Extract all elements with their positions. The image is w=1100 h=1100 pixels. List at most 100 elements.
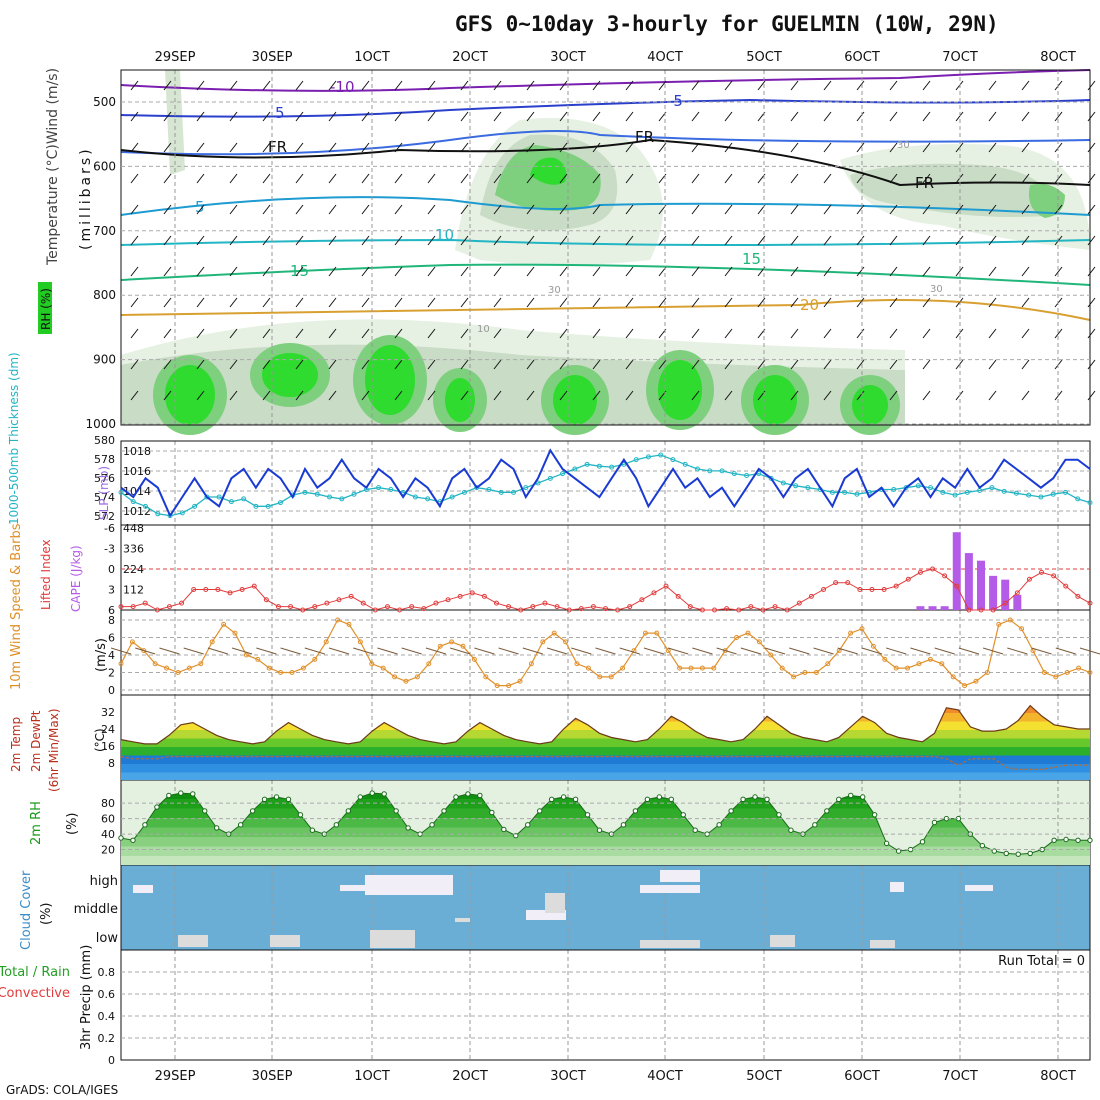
wind-barb	[262, 204, 271, 215]
rh-point	[776, 812, 782, 818]
wind-barb	[1054, 266, 1063, 277]
wind-barb	[526, 80, 535, 91]
wind-barb	[328, 266, 337, 277]
wind-barb	[1021, 297, 1030, 308]
wind-barb	[196, 235, 205, 246]
wind-barb	[889, 390, 898, 401]
wind-barb	[394, 111, 403, 122]
rh-point	[620, 822, 627, 828]
cape-bar	[1001, 579, 1010, 610]
rh-point	[237, 822, 244, 828]
lifted-point	[154, 607, 160, 613]
wind-barb	[1021, 266, 1030, 277]
unit-cloud: (%)	[39, 903, 54, 926]
ytick-upper-5: 1000	[85, 417, 116, 431]
lifted-point	[506, 604, 512, 610]
rh-core-6	[753, 375, 797, 425]
thickness-point	[596, 463, 602, 469]
lifted-point	[1075, 593, 1081, 599]
wind-barb	[262, 266, 271, 277]
wind-barb	[196, 204, 205, 215]
lifted-point	[433, 600, 439, 606]
wind-barb	[196, 142, 205, 153]
thickness-point	[1038, 494, 1044, 500]
wind-barb	[328, 173, 337, 184]
wind-speed-point	[563, 639, 569, 645]
wind-barb-10m	[668, 647, 689, 655]
wind-speed-point	[403, 678, 409, 684]
wind-barb	[1021, 142, 1030, 153]
wind-barb	[460, 390, 469, 401]
wind-barb	[790, 297, 799, 308]
lifted-point	[336, 597, 342, 603]
wind-speed-point	[688, 665, 694, 671]
wind-barb	[163, 111, 172, 122]
wind-barb-10m	[886, 647, 907, 655]
wind-barb	[691, 390, 700, 401]
rh-point	[154, 804, 160, 810]
ytick-li-2: 0	[108, 563, 115, 576]
cloud-bg	[121, 865, 1090, 950]
rh-point	[812, 822, 818, 828]
wind-speed-point	[221, 621, 227, 627]
wind-barb	[790, 235, 799, 246]
wind-speed-point	[266, 665, 272, 671]
thickness-point	[670, 457, 676, 463]
wind-speed-point	[825, 661, 831, 667]
wind-speed-point	[414, 674, 420, 680]
rh-point	[728, 808, 734, 814]
rh-point	[644, 796, 651, 803]
ylabel-upper: Temperature (°C)Wind (m/s)	[45, 68, 61, 266]
wind-speed-point	[232, 630, 238, 636]
lifted-point	[772, 604, 778, 610]
cloud-block-3	[640, 885, 700, 893]
lifted-point	[191, 587, 197, 592]
wind-barb	[526, 328, 535, 339]
rh-point	[1063, 836, 1069, 843]
wind-barb	[625, 80, 634, 91]
xtick-bottom-7: 6OCT	[844, 1069, 880, 1084]
wind-barb	[823, 204, 832, 215]
wind-barb	[889, 204, 898, 215]
rh-point	[441, 808, 447, 814]
rh-point	[883, 840, 890, 847]
rh-point	[429, 822, 435, 828]
thickness-point	[744, 473, 750, 479]
rh-point	[465, 791, 471, 797]
wind-speed-point	[357, 639, 363, 645]
wind-barb	[658, 297, 667, 308]
wind-barb	[889, 80, 898, 91]
rh-core-0	[165, 365, 215, 425]
wind-speed-point	[1087, 670, 1093, 675]
ytick-cape-2: 224	[123, 563, 144, 576]
thickness-point	[204, 494, 210, 500]
wind-barb	[988, 173, 997, 184]
thickness-point	[511, 489, 517, 495]
cloud-block-14	[770, 935, 795, 947]
ytick-upper-2: 700	[93, 224, 116, 238]
wind-barb	[790, 266, 799, 277]
wind-barb	[559, 297, 568, 308]
thickness-point	[903, 485, 909, 491]
thickness-point	[192, 503, 198, 509]
wind-speed-point	[984, 670, 990, 675]
thickness-point	[572, 466, 578, 472]
wind-barb	[163, 328, 172, 339]
isotherm-label-4: FR	[915, 174, 934, 192]
lifted-point	[215, 587, 221, 592]
wind-barb	[1087, 266, 1096, 277]
wind-barb	[196, 266, 205, 277]
lifted-point	[736, 607, 742, 613]
thickness-point	[228, 499, 234, 505]
rh-shade-3	[530, 157, 567, 185]
wind-barb	[460, 204, 469, 215]
wind-speed-point	[1007, 617, 1013, 623]
lifted-point	[639, 597, 645, 603]
thickness-point	[694, 466, 700, 472]
wind-barb	[394, 142, 403, 153]
thickness-point	[376, 485, 382, 491]
wind-barb	[229, 266, 238, 277]
rh-core-7	[852, 385, 888, 425]
lifted-point	[263, 597, 269, 603]
wind-barb	[691, 142, 700, 153]
